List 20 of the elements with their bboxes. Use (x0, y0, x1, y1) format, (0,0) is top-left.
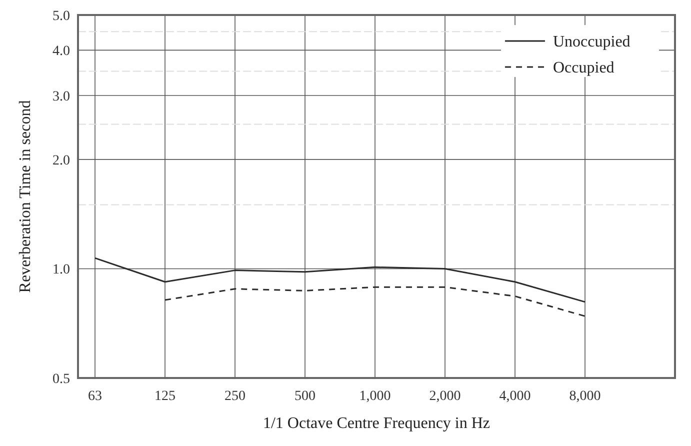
y-tick-label: 1.0 (52, 262, 70, 278)
x-tick-label: 250 (224, 389, 246, 404)
legend-label: Unoccupied (553, 34, 630, 51)
y-tick-label: 2.0 (52, 153, 70, 168)
x-axis-title: 1/1 Octave Centre Frequency in Hz (262, 415, 490, 432)
x-tick-label: 8,000 (569, 389, 601, 404)
x-tick-label: 1,000 (359, 389, 391, 404)
legend-label: Occupied (553, 60, 614, 77)
line-series (94, 257, 586, 303)
y-tick-label: 0.5 (52, 372, 70, 387)
y-tick-label: 3.0 (52, 89, 70, 104)
line-series (164, 286, 586, 317)
x-tick-label: 500 (294, 389, 316, 404)
x-tick-label: 4,000 (499, 389, 531, 404)
y-tick-label: 5.0 (52, 8, 70, 24)
x-tick-label: 125 (154, 389, 176, 404)
x-tick-label: 63 (88, 389, 102, 404)
y-tick-label: 4.0 (52, 44, 70, 60)
x-tick-label: 2,000 (429, 389, 461, 404)
y-axis-title: Reverberation Time in second (17, 100, 34, 293)
